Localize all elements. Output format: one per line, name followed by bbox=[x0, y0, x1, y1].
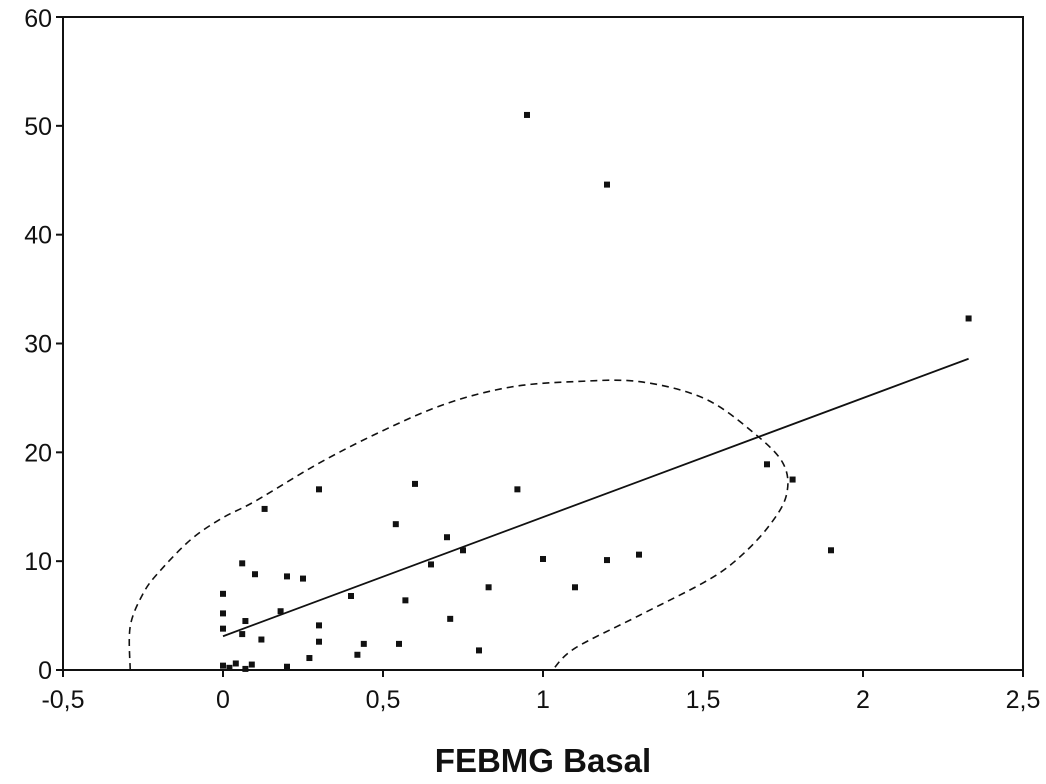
data-point bbox=[252, 571, 258, 578]
data-point bbox=[248, 661, 255, 668]
x-axis: -0,5 0 0,5 1 1,5 2 2,5 bbox=[41, 670, 1040, 714]
data-point bbox=[572, 584, 578, 591]
data-point bbox=[476, 647, 482, 654]
data-point bbox=[277, 608, 284, 615]
y-tick-label: 30 bbox=[24, 331, 52, 359]
y-tick-label: 20 bbox=[24, 439, 52, 467]
data-point bbox=[485, 584, 492, 591]
data-point bbox=[444, 534, 450, 541]
x-axis-title: FEBMG Basal bbox=[435, 742, 651, 779]
data-point bbox=[261, 505, 268, 512]
data-point bbox=[354, 651, 361, 658]
data-point bbox=[360, 640, 367, 647]
regression-line bbox=[222, 357, 969, 638]
data-point bbox=[965, 315, 972, 322]
plot-frame bbox=[62, 16, 1024, 671]
x-tick-label: 0,5 bbox=[366, 686, 401, 714]
data-point bbox=[348, 592, 354, 599]
y-tick-label: 40 bbox=[24, 222, 52, 250]
data-point bbox=[220, 625, 226, 632]
data-point bbox=[220, 590, 226, 597]
data-point bbox=[789, 476, 796, 483]
y-tick-label: 10 bbox=[24, 548, 52, 576]
data-point bbox=[284, 573, 290, 580]
data-points bbox=[220, 111, 972, 672]
data-point bbox=[412, 480, 418, 487]
data-point bbox=[540, 555, 546, 562]
x-tick-label: 1,5 bbox=[686, 686, 721, 714]
data-point bbox=[232, 660, 239, 667]
data-point bbox=[828, 547, 834, 554]
data-point bbox=[428, 561, 434, 568]
x-tick-label: 0 bbox=[216, 686, 230, 714]
data-point bbox=[300, 575, 306, 582]
x-tick-label: 2 bbox=[856, 686, 870, 714]
data-point bbox=[220, 662, 226, 669]
data-point bbox=[636, 551, 642, 558]
x-tick-label: -0,5 bbox=[41, 686, 84, 714]
data-point bbox=[239, 560, 246, 567]
data-point bbox=[460, 547, 466, 554]
data-point bbox=[514, 486, 521, 493]
data-point bbox=[447, 615, 454, 622]
data-point bbox=[604, 181, 610, 188]
x-tick-label: 1 bbox=[536, 686, 550, 714]
data-point bbox=[604, 557, 610, 564]
y-tick-label: 60 bbox=[24, 5, 52, 33]
data-point bbox=[316, 486, 322, 493]
data-point bbox=[284, 663, 290, 670]
data-point bbox=[226, 664, 233, 671]
data-point bbox=[396, 640, 402, 647]
y-tick-label: 0 bbox=[38, 657, 52, 685]
data-point bbox=[392, 521, 399, 528]
data-point bbox=[239, 631, 246, 638]
data-point bbox=[764, 461, 770, 468]
data-point bbox=[242, 665, 249, 672]
y-axis: 0 10 20 30 40 50 60 bbox=[24, 5, 63, 685]
data-point bbox=[306, 655, 313, 662]
confidence-ellipse bbox=[128, 379, 789, 671]
data-point bbox=[402, 597, 409, 604]
data-point bbox=[242, 618, 249, 625]
x-tick-label: 2,5 bbox=[1006, 686, 1041, 714]
data-point bbox=[220, 610, 226, 617]
data-point bbox=[316, 638, 322, 645]
data-point bbox=[316, 622, 322, 629]
y-tick-label: 50 bbox=[24, 113, 52, 141]
data-point bbox=[258, 636, 265, 643]
data-point bbox=[524, 111, 530, 118]
